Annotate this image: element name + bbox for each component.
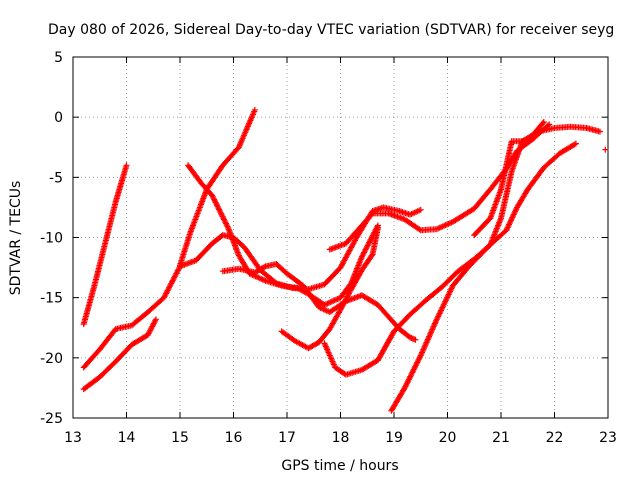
y-tick-label: -25 xyxy=(40,411,63,427)
y-tick-label: -5 xyxy=(49,170,63,186)
marker-track xyxy=(602,146,609,153)
series-track-4 xyxy=(177,106,258,269)
series-track-7 xyxy=(278,224,381,352)
y-tick-label: -10 xyxy=(40,231,63,247)
series-track-11 xyxy=(471,118,547,239)
x-tick-label: 16 xyxy=(225,430,243,446)
x-tick-label: 22 xyxy=(546,430,564,446)
x-tick-label: 23 xyxy=(599,430,617,446)
series-track-5 xyxy=(185,162,381,308)
y-tick-label: 0 xyxy=(54,110,63,126)
x-tick-label: 21 xyxy=(492,430,510,446)
x-tick-label: 14 xyxy=(118,430,136,446)
marker-track xyxy=(471,118,547,239)
y-axis-label: SDTVAR / TECUs xyxy=(8,181,24,296)
x-tick-label: 17 xyxy=(278,430,296,446)
series-track-10 xyxy=(388,123,603,414)
x-tick-label: 18 xyxy=(332,430,350,446)
x-tick-label: 15 xyxy=(171,430,189,446)
series-track-1 xyxy=(80,162,130,328)
x-tick-label: 20 xyxy=(439,430,457,446)
series-track-8 xyxy=(321,140,579,378)
marker-track xyxy=(219,260,419,343)
chart-title: Day 080 of 2026, Sidereal Day-to-day VTE… xyxy=(48,22,614,38)
x-tick-label: 13 xyxy=(64,430,82,446)
marker-track xyxy=(80,316,159,393)
y-tick-label: 5 xyxy=(54,50,63,66)
marker-track xyxy=(278,224,381,352)
marker-track xyxy=(321,140,579,378)
marker-track xyxy=(177,106,258,269)
grid-lines xyxy=(73,57,608,418)
marker-track xyxy=(388,123,603,414)
series-track-6 xyxy=(219,260,419,343)
x-axis-label: GPS time / hours xyxy=(281,458,398,474)
marker-track xyxy=(80,162,130,328)
marker-track xyxy=(185,162,381,308)
series-track-3 xyxy=(80,316,159,393)
y-tick-label: -15 xyxy=(40,291,63,307)
series-track-12 xyxy=(602,146,609,153)
data-markers xyxy=(80,106,609,414)
axis-ticks: 13 14 15 16 17 18 19 20 21 22 23 5 0 -5 -10 -15 -20 -25 xyxy=(40,50,617,446)
y-tick-label: -20 xyxy=(40,351,63,367)
x-tick-label: 19 xyxy=(385,430,403,446)
